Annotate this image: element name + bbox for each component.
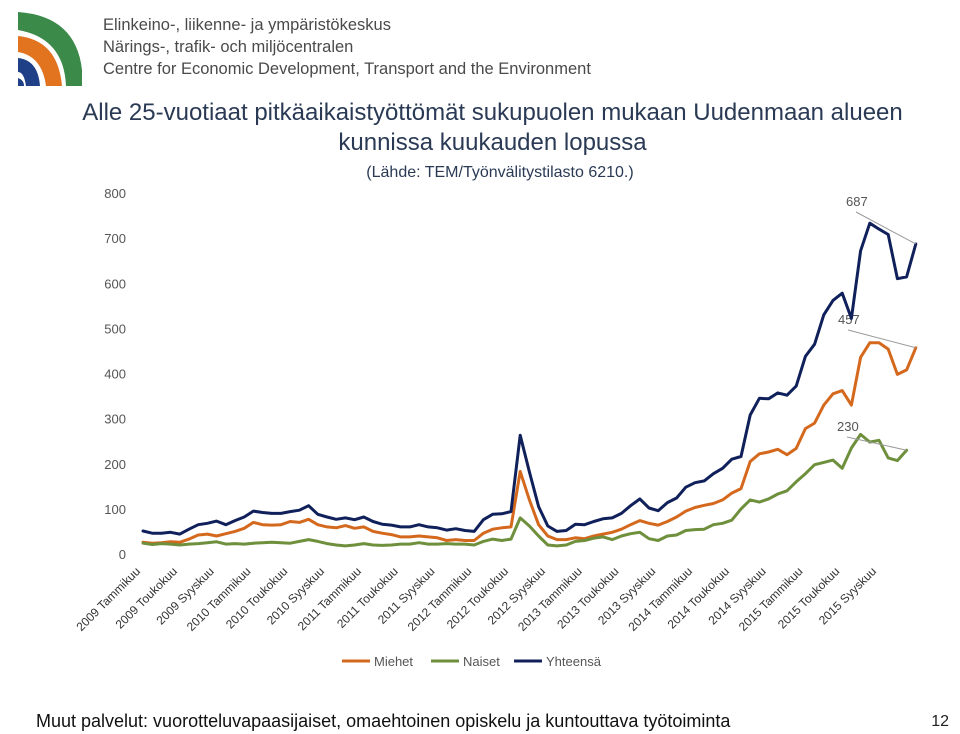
- y-tick-label: 300: [104, 412, 126, 427]
- y-tick-label: 200: [104, 457, 126, 472]
- slide-footer-text: Muut palvelut: vuorotteluvapaasijaiset, …: [36, 711, 731, 731]
- x-tick-label: 2014 Tammikuu: [625, 564, 695, 634]
- y-tick-label: 700: [104, 231, 126, 246]
- page-number: 12: [931, 713, 949, 730]
- org-name-finnish: Elinkeino-, liikenne- ja ympäristökeskus: [103, 16, 391, 34]
- y-tick-label: 800: [104, 186, 126, 201]
- y-tick-label: 0: [119, 547, 126, 562]
- x-tick-label: 2015 Tammikuu: [736, 564, 806, 634]
- x-tick-label: 2013 Tammikuu: [515, 564, 585, 634]
- data-label-leader-line: [846, 436, 907, 451]
- org-name-swedish: Närings-, trafik- och miljöcentralen: [103, 38, 354, 56]
- y-tick-label: 600: [104, 276, 126, 291]
- y-tick-label: 500: [104, 321, 126, 336]
- legend-label: Yhteensä: [546, 654, 602, 669]
- series-line-naiset: [141, 432, 909, 548]
- data-label: 230: [837, 419, 859, 434]
- y-tick-label: 400: [104, 367, 126, 382]
- series-line-miehet: [141, 341, 918, 545]
- x-tick-label: 2011 Tammikuu: [295, 564, 364, 633]
- legend-label: Miehet: [374, 654, 413, 669]
- x-tick-label: 2009 Tammikuu: [73, 564, 143, 634]
- series-line-yhteensä: [141, 221, 918, 536]
- ely-centre-logo: [18, 12, 82, 86]
- data-label: 457: [838, 312, 860, 327]
- org-name-english: Centre for Economic Development, Transpo…: [103, 60, 591, 78]
- data-label-leader-line: [855, 211, 917, 245]
- x-tick-label: 2012 Tammikuu: [405, 564, 475, 634]
- chart-title-line-2: kunnissa kuukauden lopussa: [338, 129, 647, 156]
- y-tick-label: 100: [104, 502, 126, 517]
- chart-subtitle: (Lähde: TEM/Työnvälitystilasto 6210.): [366, 164, 634, 181]
- data-label-leader-line: [847, 329, 916, 349]
- organization-names: Elinkeino-, liikenne- ja ympäristökeskus…: [103, 14, 591, 80]
- chart-title-line-1: Alle 25-vuotiaat pitkäaikaistyöttömät su…: [82, 99, 903, 126]
- legend-label: Naiset: [463, 654, 500, 669]
- chart-title: Alle 25-vuotiaat pitkäaikaistyöttömät su…: [40, 98, 945, 158]
- data-label: 687: [846, 194, 868, 209]
- x-tick-label: 2010 Tammikuu: [184, 564, 254, 634]
